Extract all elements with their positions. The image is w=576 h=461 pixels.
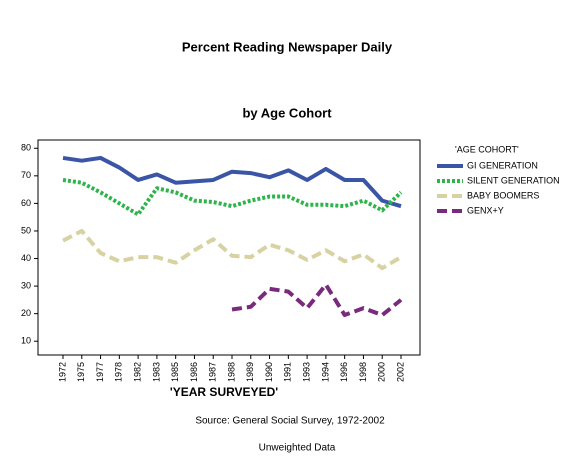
y-tick-label: 40 (21, 253, 31, 263)
y-tick-label: 10 (21, 336, 31, 346)
y-tick-label: 70 (21, 170, 31, 180)
x-tick-label: 1994 (320, 362, 330, 382)
chart-subtitle: by Age Cohort (242, 105, 332, 120)
legend-title: 'AGE COHORT' (455, 144, 519, 154)
x-tick-label: 1985 (170, 362, 180, 382)
legend-label: GI GENERATION (467, 160, 538, 170)
x-tick-label: 1983 (151, 362, 161, 382)
x-tick-label: 1986 (189, 362, 199, 382)
x-tick-label: 1991 (283, 362, 293, 382)
y-tick-label: 20 (21, 308, 31, 318)
x-tick-label: 2002 (395, 362, 405, 382)
chart-title: Percent Reading Newspaper Daily (182, 39, 393, 54)
x-tick-label: 1975 (76, 362, 86, 382)
legend-label: SILENT GENERATION (467, 175, 560, 185)
x-tick-label: 1977 (95, 362, 105, 382)
x-tick-label: 1998 (358, 362, 368, 382)
x-tick-label: 1972 (57, 362, 67, 382)
x-tick-label: 2000 (377, 362, 387, 382)
y-tick-label: 60 (21, 198, 31, 208)
x-tick-label: 1988 (226, 362, 236, 382)
x-tick-label: 1990 (264, 362, 274, 382)
y-tick-label: 30 (21, 280, 31, 290)
y-tick-label: 50 (21, 225, 31, 235)
series-line (62, 228, 403, 271)
x-axis-title: 'YEAR SURVEYED' (170, 385, 278, 399)
footnote: Unweighted Data (259, 443, 336, 454)
source-note: Source: General Social Survey, 1972-2002 (195, 416, 385, 427)
x-tick-label: 1982 (132, 362, 142, 382)
y-tick-label: 80 (21, 143, 31, 153)
series-line (231, 282, 403, 318)
x-tick-label: 1978 (114, 362, 124, 382)
series-line (62, 177, 403, 217)
plot-frame (37, 139, 421, 356)
series-line (62, 155, 402, 209)
x-tick-label: 1987 (208, 362, 218, 382)
x-tick-label: 1993 (301, 362, 311, 382)
x-tick-label: 1996 (339, 362, 349, 382)
legend-label: BABY BOOMERS (467, 190, 539, 200)
legend-label: GENX+Y (467, 205, 504, 215)
x-tick-label: 1989 (245, 362, 255, 382)
